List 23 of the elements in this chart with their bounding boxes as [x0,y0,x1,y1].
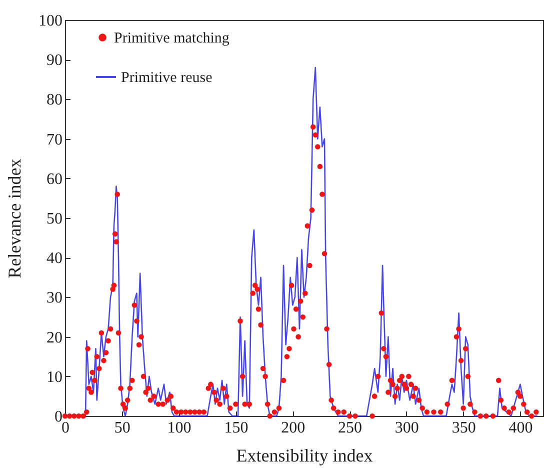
y-tick-label: 100 [38,12,62,30]
y-tick-label: 30 [46,290,62,307]
x-tick-label: 100 [167,420,192,436]
y-tick-label: 70 [46,131,62,148]
legend-label: Primitive reuse [121,70,213,86]
y-tick-label: 80 [46,92,62,109]
y-tick-label: 40 [46,250,62,268]
x-tick-label: 400 [508,420,533,436]
y-tick-label: 10 [46,368,62,386]
x-tick-label: 150 [224,420,248,436]
x-tick-label: 300 [394,420,419,436]
x-tick-label: 250 [338,420,362,436]
y-tick-label: 50 [46,210,62,228]
y-tick-label: 0 [54,408,62,426]
y-axis-title: Relevance index [4,158,24,278]
x-tick-label: 50 [114,420,130,436]
x-tick-label: 200 [281,420,306,436]
legend-label: Primitive matching [114,30,230,46]
x-axis-title: Extensibility index [236,446,373,466]
y-tick-label: 90 [46,52,62,70]
x-tick-label: 350 [452,420,476,436]
y-tick-label: 60 [46,170,62,188]
y-tick-label: 20 [46,329,62,346]
